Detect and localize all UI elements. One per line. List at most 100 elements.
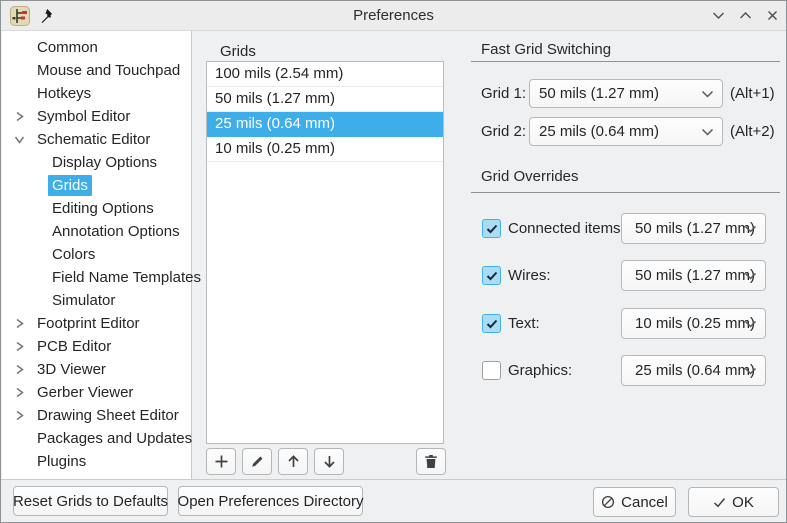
text-row: Text: 10 mils (0.25 mm): [482, 308, 766, 339]
chevron-right-icon[interactable]: [13, 317, 26, 330]
connected-items-label: Connected items:: [508, 220, 625, 237]
grid1-value: 50 mils (1.27 mm): [539, 85, 660, 102]
graphics-dropdown[interactable]: 25 mils (0.64 mm): [621, 355, 766, 386]
graphics-checkbox[interactable]: [482, 361, 501, 380]
sidebar-item-colors[interactable]: Colors: [52, 246, 96, 263]
grid2-dropdown[interactable]: 25 mils (0.64 mm): [529, 117, 723, 146]
grid-list-item[interactable]: 50 mils (1.27 mm): [207, 87, 443, 112]
sidebar-item-schematic-editor[interactable]: Schematic Editor: [2, 128, 191, 151]
grids-list: 100 mils (2.54 mm) 50 mils (1.27 mm) 25 …: [206, 61, 444, 444]
sidebar-item-editing-options[interactable]: Editing Options: [52, 200, 154, 217]
grid1-shortcut: (Alt+1): [730, 85, 775, 102]
chevron-down-icon: [701, 128, 714, 136]
pin-icon[interactable]: [39, 8, 54, 24]
minimize-button[interactable]: [710, 8, 726, 24]
preferences-tree: Common Mouse and Touchpad Hotkeys Symbol…: [2, 31, 201, 479]
chevron-down-icon[interactable]: [13, 133, 26, 146]
close-icon: [767, 11, 777, 20]
delete-grid-button[interactable]: [416, 448, 446, 475]
sidebar-item-drawing-sheet-editor[interactable]: Drawing Sheet Editor: [2, 404, 191, 427]
chevron-down-icon: [744, 320, 757, 328]
cancel-icon: [602, 495, 615, 509]
plus-icon: [215, 455, 227, 468]
check-icon: [714, 497, 726, 507]
text-dropdown[interactable]: 10 mils (0.25 mm): [621, 308, 766, 339]
chevron-down-icon: [712, 12, 724, 19]
sidebar-item-hotkeys[interactable]: Hotkeys: [37, 85, 92, 102]
grid2-label: Grid 2:: [481, 123, 527, 140]
grid-list-item[interactable]: 100 mils (2.54 mm): [207, 62, 443, 87]
connected-items-checkbox[interactable]: [482, 219, 501, 238]
graphics-label: Graphics:: [508, 362, 573, 379]
wires-row: Wires: 50 mils (1.27 mm): [482, 260, 766, 291]
sidebar-item-gerber-viewer[interactable]: Gerber Viewer: [2, 381, 191, 404]
cancel-button[interactable]: Cancel: [593, 487, 676, 517]
kicad-eeschema-icon: [10, 6, 30, 26]
sidebar-item-3d-viewer[interactable]: 3D Viewer: [2, 358, 191, 381]
chevron-right-icon[interactable]: [13, 363, 26, 376]
sidebar-item-grids[interactable]: Grids: [2, 174, 191, 197]
grid2-row: Grid 2: 25 mils (0.64 mm) (Alt+2): [481, 117, 775, 146]
wires-dropdown[interactable]: 50 mils (1.27 mm): [621, 260, 766, 291]
sidebar-item-field-name-templates[interactable]: Field Name Templates: [52, 269, 201, 286]
sidebar-item-footprint-editor[interactable]: Footprint Editor: [2, 312, 191, 335]
chevron-up-icon: [739, 12, 751, 19]
move-down-button[interactable]: [314, 448, 344, 475]
arrow-up-icon: [287, 455, 299, 467]
section-divider: [471, 192, 780, 193]
footer-divider: [1, 479, 786, 480]
section-divider: [471, 61, 780, 62]
grid-list-item[interactable]: 10 mils (0.25 mm): [207, 137, 443, 162]
window-title: Preferences: [353, 7, 434, 24]
wires-checkbox[interactable]: [482, 266, 501, 285]
connected-items-dropdown[interactable]: 50 mils (1.27 mm): [621, 213, 766, 244]
grid1-row: Grid 1: 50 mils (1.27 mm) (Alt+1): [481, 79, 775, 108]
open-preferences-directory-button[interactable]: Open Preferences Directory: [178, 486, 363, 516]
sidebar-item-packages-and-updates[interactable]: Packages and Updates: [37, 430, 193, 447]
fast-grid-switching-title: Fast Grid Switching: [481, 41, 612, 58]
grid-list-item[interactable]: 25 mils (0.64 mm): [207, 112, 443, 137]
move-up-button[interactable]: [278, 448, 308, 475]
chevron-right-icon[interactable]: [13, 340, 26, 353]
maximize-button[interactable]: [737, 8, 753, 24]
trash-icon: [425, 455, 437, 468]
check-icon: [486, 224, 497, 233]
titlebar[interactable]: Preferences: [1, 1, 786, 31]
pencil-icon: [251, 456, 262, 467]
text-checkbox[interactable]: [482, 314, 501, 333]
sidebar-item-annotation-options[interactable]: Annotation Options: [52, 223, 180, 240]
chevron-down-icon: [744, 225, 757, 233]
grid2-shortcut: (Alt+2): [730, 123, 775, 140]
chevron-right-icon[interactable]: [13, 409, 26, 422]
sidebar-item-simulator[interactable]: Simulator: [52, 292, 116, 309]
add-grid-button[interactable]: [206, 448, 236, 475]
chevron-right-icon[interactable]: [13, 386, 26, 399]
check-icon: [486, 319, 497, 328]
sidebar-item-mouse-and-touchpad[interactable]: Mouse and Touchpad: [37, 62, 181, 79]
grid2-value: 25 mils (0.64 mm): [539, 123, 660, 140]
text-label: Text:: [508, 315, 540, 332]
close-button[interactable]: [764, 8, 780, 24]
arrow-down-icon: [323, 456, 335, 468]
edit-grid-button[interactable]: [242, 448, 272, 475]
sidebar-item-pcb-editor[interactable]: PCB Editor: [2, 335, 191, 358]
sidebar-item-common[interactable]: Common: [37, 39, 98, 56]
ok-button[interactable]: OK: [688, 487, 779, 517]
sidebar-item-plugins[interactable]: Plugins: [37, 453, 87, 470]
grid1-label: Grid 1:: [481, 85, 527, 102]
connected-items-row: Connected items: 50 mils (1.27 mm): [482, 213, 766, 244]
grid1-dropdown[interactable]: 50 mils (1.27 mm): [529, 79, 723, 108]
grid-overrides-title: Grid Overrides: [481, 168, 579, 185]
chevron-down-icon: [744, 272, 757, 280]
sidebar-item-symbol-editor[interactable]: Symbol Editor: [2, 105, 191, 128]
graphics-row: Graphics: 25 mils (0.64 mm): [482, 355, 766, 386]
grids-list-label: Grids: [220, 43, 256, 60]
chevron-down-icon: [744, 367, 757, 375]
reset-grids-button[interactable]: Reset Grids to Defaults: [13, 486, 168, 516]
grids-list-toolbar: [206, 448, 446, 475]
sidebar-item-display-options[interactable]: Display Options: [52, 154, 158, 171]
wires-label: Wires:: [508, 267, 551, 284]
check-icon: [486, 271, 497, 280]
chevron-right-icon[interactable]: [13, 110, 26, 123]
